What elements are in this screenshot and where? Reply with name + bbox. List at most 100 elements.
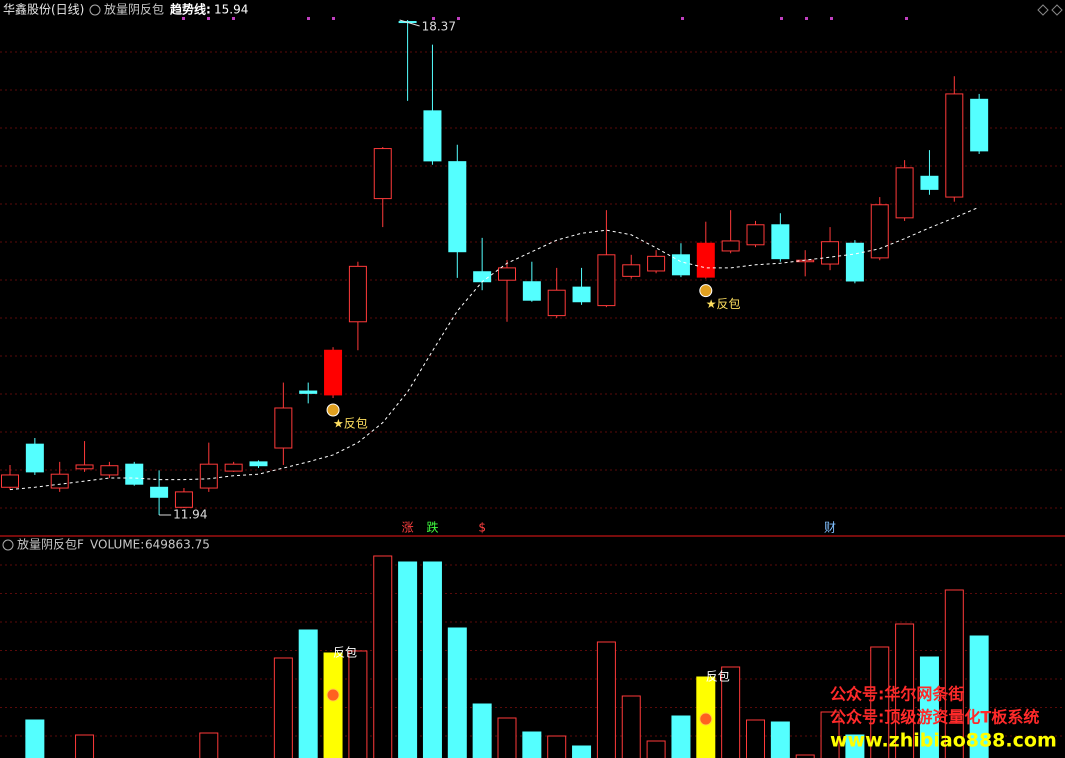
candle-body <box>373 148 392 200</box>
plot: 18.3711.94★反包★反包涨跌 $ 财反包反包 <box>1 19 989 758</box>
volume-bar <box>25 719 45 758</box>
watermark-text: 公众号:华尔网条街 <box>830 685 964 704</box>
volume-bar <box>398 561 418 758</box>
candle-body <box>50 473 69 489</box>
candle-body <box>299 390 318 394</box>
volume-bar <box>770 721 790 758</box>
volume-bar <box>870 646 890 758</box>
candle-body <box>721 240 740 252</box>
candle-body <box>423 110 442 162</box>
volume-bar <box>348 650 368 758</box>
volume-bar <box>323 652 343 758</box>
window-icons[interactable] <box>1037 4 1063 16</box>
candle-body <box>75 464 94 470</box>
menu-icon[interactable] <box>89 4 101 16</box>
candle-body <box>125 463 144 485</box>
volume-bar <box>547 735 567 758</box>
signal-label: ★反包 <box>333 416 368 430</box>
volume-label: VOLUME: <box>90 538 144 552</box>
high-label: 18.37 <box>422 20 456 34</box>
volume-bar <box>572 745 592 758</box>
signal-icon <box>699 712 713 726</box>
candle-body <box>224 463 243 472</box>
chart-title: 华鑫股份(日线) <box>3 2 84 17</box>
signal-icon <box>326 688 340 702</box>
volume-bar <box>845 734 865 758</box>
signal-label: ★反包 <box>706 297 741 311</box>
volume-bar <box>746 719 765 758</box>
candle-body <box>25 443 44 473</box>
candle-body <box>945 93 964 198</box>
volume-bar <box>422 561 442 758</box>
candle-body <box>498 267 516 281</box>
volume-bar <box>472 703 492 758</box>
candle-body <box>448 161 467 253</box>
candle-body <box>174 491 193 508</box>
candle-body <box>199 463 218 489</box>
volume-bar <box>721 666 741 758</box>
candle-body <box>597 254 616 307</box>
volume-bar <box>969 635 989 758</box>
candle-body <box>771 224 790 260</box>
candle-body <box>249 461 268 467</box>
volume-title: 放量阴反包F <box>17 537 84 552</box>
extreme-arrow <box>399 19 420 27</box>
volume-bar <box>522 731 542 758</box>
candle-body <box>671 254 690 276</box>
volume-bar <box>75 734 95 758</box>
candle-body <box>324 349 343 396</box>
candle-body <box>696 242 715 278</box>
candle-body <box>920 175 939 190</box>
candle-body <box>348 265 367 323</box>
volume-bar <box>298 629 318 758</box>
candle-body <box>100 465 119 476</box>
money-icon <box>326 403 340 417</box>
candle-body <box>647 255 666 272</box>
marker-dots <box>182 17 908 20</box>
volume-bar <box>671 715 691 758</box>
volume-bar <box>497 717 517 758</box>
candle-body <box>274 407 293 449</box>
volume-value: 649863.75 <box>145 538 210 552</box>
volume-bar <box>944 589 964 758</box>
signal-label: 反包 <box>706 669 730 683</box>
trend-label: 趋势线: <box>170 2 211 17</box>
volume-bar <box>820 711 840 758</box>
candle-body <box>150 486 169 498</box>
event-label: 涨 <box>402 520 414 535</box>
candle-body <box>870 204 889 259</box>
watermark-text: 公众号:顶级游资量化T板系统 <box>830 708 1039 727</box>
volume-bar <box>447 627 467 758</box>
volume-bar <box>646 740 666 758</box>
event-label: 财 <box>824 521 836 535</box>
watermark-url: www.zhibiao888.com <box>830 730 1057 752</box>
candle-body <box>547 289 566 317</box>
candle-body <box>572 286 591 303</box>
volume-bar <box>373 555 393 758</box>
volume-bar <box>199 732 219 758</box>
event-label: 跌 <box>426 520 438 535</box>
candle-body <box>622 264 641 277</box>
menu-icon[interactable] <box>2 539 14 551</box>
candle-body <box>970 98 989 152</box>
volume-bar <box>273 657 293 758</box>
candle-body <box>746 224 765 246</box>
low-label: 11.94 <box>173 507 207 521</box>
volume-bar <box>919 656 939 758</box>
event-label: $ <box>478 521 486 535</box>
volume-bar <box>795 754 815 758</box>
signal-label: 反包 <box>333 645 357 659</box>
money-icon <box>699 284 713 298</box>
volume-bar <box>895 623 915 758</box>
volume-bar <box>621 695 641 758</box>
trend-line <box>9 206 980 491</box>
candle-body <box>1 474 19 488</box>
candle-body <box>522 281 541 301</box>
volume-bar <box>596 641 616 758</box>
candle-body <box>845 242 864 282</box>
trend-value: 15.94 <box>214 3 248 17</box>
candle-body <box>895 167 914 219</box>
candle-body <box>821 241 840 265</box>
